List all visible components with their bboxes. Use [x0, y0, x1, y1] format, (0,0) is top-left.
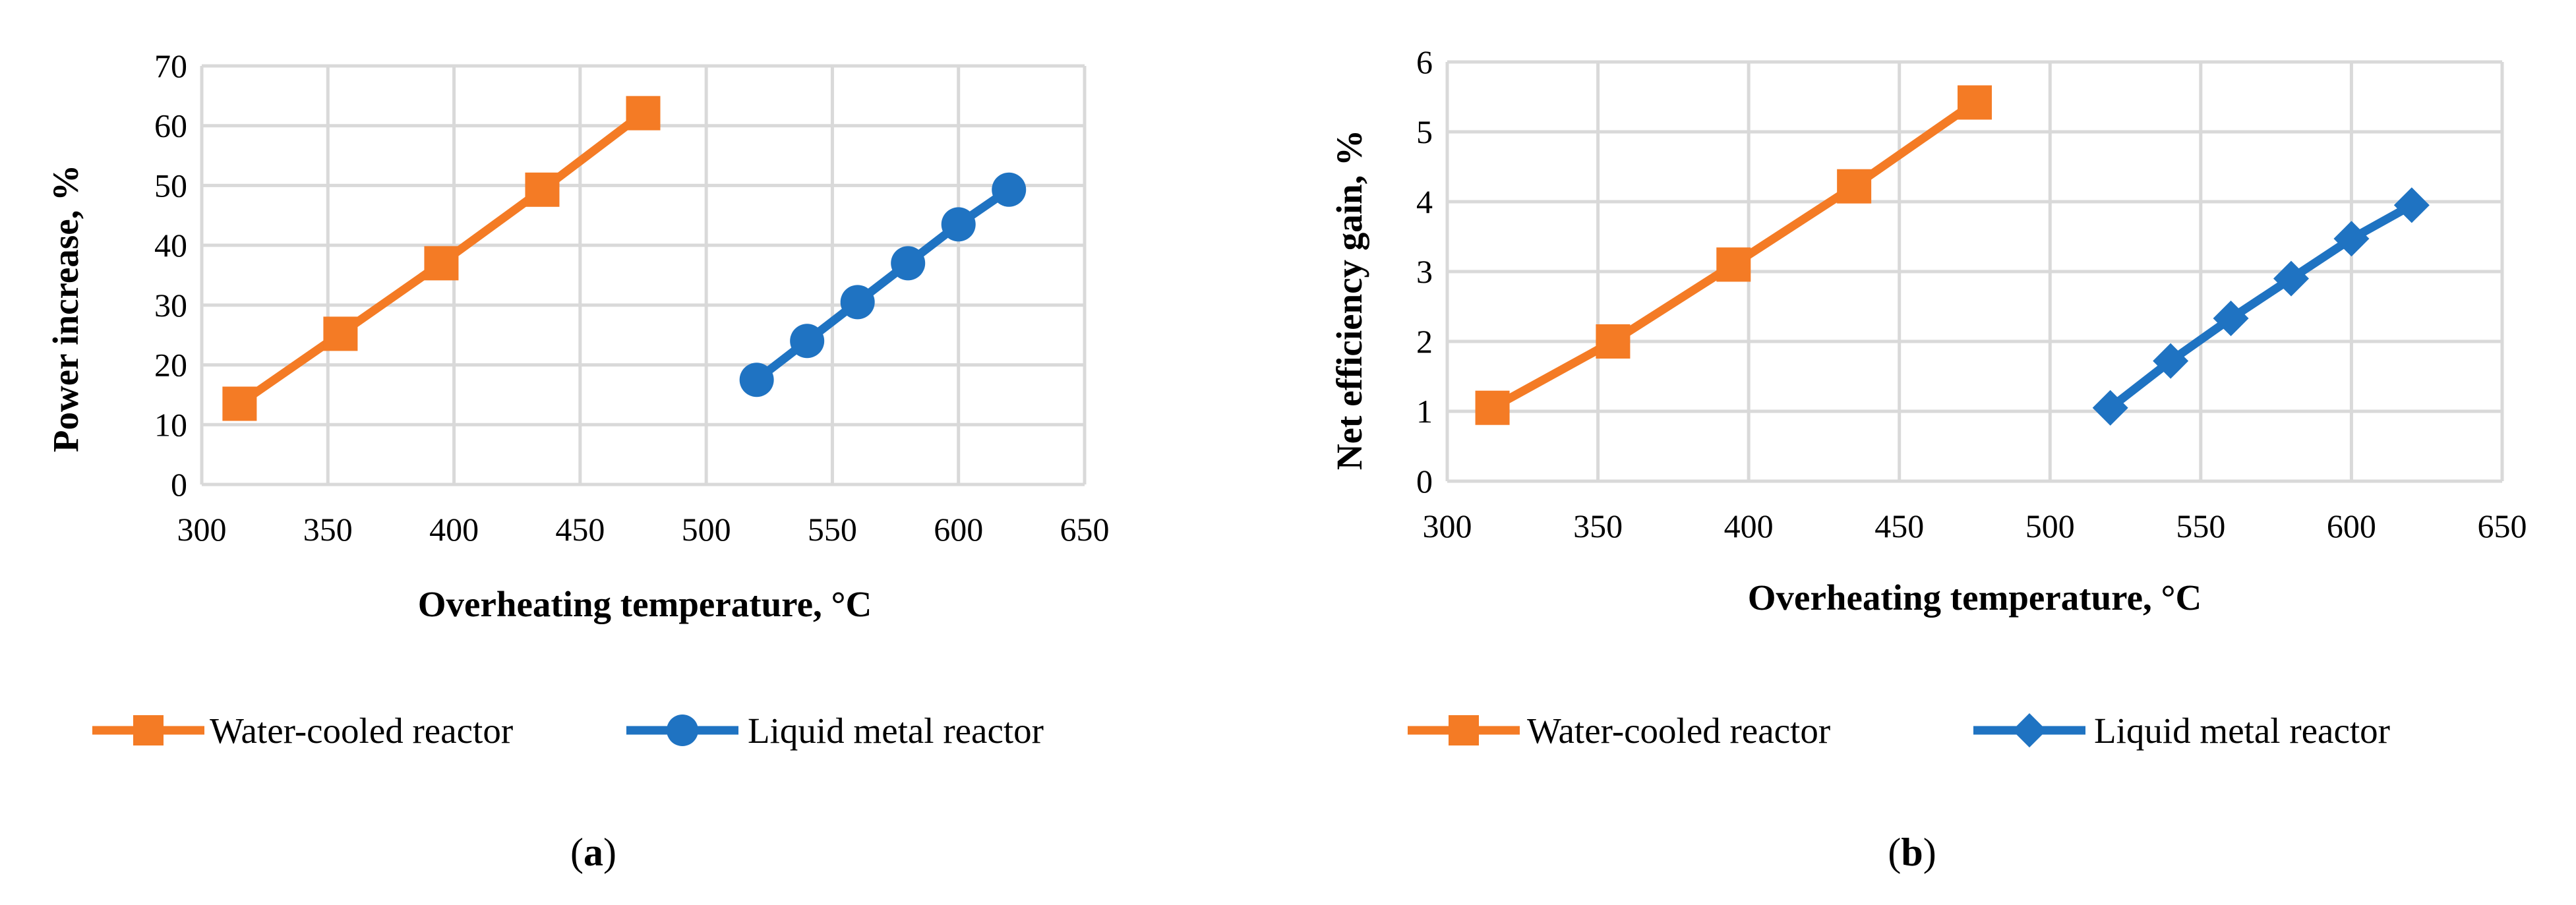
data-point-liquid-metal-reactor [840, 285, 875, 320]
x-axis-title: Overheating temperature, °C [1748, 577, 2202, 618]
y-tick-label: 70 [154, 47, 187, 84]
chart-panel-a: 300 350 400 450 500 550 600 650010203040506070 … [45, 47, 1110, 874]
data-point-water-cooled-reactor [525, 172, 560, 207]
x-tick-label: 350 [1573, 508, 1623, 544]
data-point-water-cooled-reactor [1475, 390, 1510, 425]
x-tick-label: 650 [2478, 508, 2527, 544]
y-tick-label: 1 [1416, 393, 1433, 430]
data-point-liquid-metal-reactor [941, 207, 976, 242]
x-tick-label: 650 [1060, 511, 1110, 548]
y-tick-label: 2 [1416, 323, 1433, 360]
legend-item-liquid-metal: Liquid metal reactor [1973, 711, 2390, 751]
data-point-water-cooled-reactor [1958, 85, 1992, 120]
x-tick-label: 600 [934, 511, 983, 548]
series-lines [1475, 85, 2430, 426]
panel-label-b: (b) [1888, 831, 1936, 874]
legend-label-liquid-metal: Liquid metal reactor [748, 711, 1044, 751]
y-tick-label: 3 [1416, 253, 1433, 290]
y-axis-title: Net efficiency gain, % [1329, 130, 1369, 470]
x-tick-label: 450 [555, 511, 605, 548]
y-tick-label: 0 [171, 466, 187, 503]
data-point-water-cooled-reactor [1596, 324, 1631, 359]
legend-item-water-cooled: Water-cooled reactor [92, 711, 513, 751]
y-tick-label: 10 [154, 406, 187, 443]
panel-label-a: (a) [570, 831, 616, 874]
y-tick-label: 40 [154, 227, 187, 264]
x-tick-label: 550 [2176, 508, 2225, 544]
series-lines [222, 96, 1027, 421]
x-tick-label: 350 [303, 511, 353, 548]
legend-label-liquid-metal: Liquid metal reactor [2094, 711, 2390, 751]
x-tick-label: 400 [1724, 508, 1774, 544]
chart-panel-b: 300 350 400 450 500 550 600 650 0 1 2 3 4 5 6 Net effi… [1329, 44, 2527, 874]
data-point-liquid-metal-reactor [739, 363, 774, 397]
x-tick-label: 600 [2327, 508, 2376, 544]
data-point-water-cooled-reactor [323, 316, 358, 351]
y-axis-title: Power increase, % [45, 165, 86, 452]
data-point-liquid-metal-reactor [992, 172, 1027, 207]
y-tick-label: 5 [1416, 113, 1433, 150]
x-tick-label: 550 [808, 511, 857, 548]
data-point-water-cooled-reactor [1716, 247, 1751, 282]
x-tick-label: 500 [2025, 508, 2075, 544]
data-point-liquid-metal-reactor [2213, 301, 2249, 337]
legend-item-water-cooled: Water-cooled reactor [1408, 711, 1830, 751]
data-point-water-cooled-reactor [222, 386, 257, 421]
y-tick-label: 50 [154, 167, 187, 204]
data-point-liquid-metal-reactor [2092, 390, 2128, 426]
x-axis-title: Overheating temperature, °C [418, 584, 872, 624]
series-line-liquid-metal-reactor [2106, 200, 2416, 413]
legend: Water-cooled reactor Liquid metal reacto… [1408, 711, 2390, 751]
legend-marker-diamond [2012, 713, 2047, 747]
data-point-liquid-metal-reactor [2333, 221, 2370, 257]
legend-marker-circle [667, 715, 698, 746]
y-tick-label: 6 [1416, 44, 1433, 80]
y-tick-label: 0 [1416, 463, 1433, 500]
data-point-water-cooled-reactor [424, 246, 459, 281]
data-point-water-cooled-reactor [1837, 169, 1872, 204]
legend-marker-square [133, 715, 164, 745]
x-tick-label: 450 [1874, 508, 1924, 544]
y-tick-label: 60 [154, 107, 187, 144]
legend: Water-cooled reactor Liquid metal reacto… [92, 711, 1044, 751]
legend-marker-square [1449, 715, 1479, 745]
x-tick-label: 500 [682, 511, 731, 548]
x-tick-label: 300 [1423, 508, 1472, 544]
grid [1445, 60, 2504, 483]
y-tick-label: 4 [1416, 183, 1433, 220]
data-point-liquid-metal-reactor [2153, 343, 2189, 379]
data-point-liquid-metal-reactor [2273, 260, 2309, 297]
data-point-liquid-metal-reactor [790, 324, 825, 359]
legend-item-liquid-metal: Liquid metal reactor [626, 711, 1044, 751]
legend-label-water-cooled: Water-cooled reactor [210, 711, 513, 751]
tick-labels: 300 350 400 450 500 550 600 650 0 1 2 3 4 5 6 [1416, 44, 2527, 544]
tick-labels: 300 350 400 450 500 550 600 650 0 10 20 30 40 50 60 70 [154, 47, 1110, 548]
y-tick-label: 30 [154, 287, 187, 324]
data-point-liquid-metal-reactor [2393, 187, 2430, 223]
data-point-liquid-metal-reactor [891, 246, 926, 281]
legend-label-water-cooled: Water-cooled reactor [1527, 711, 1830, 751]
data-point-water-cooled-reactor [626, 96, 661, 131]
x-tick-label: 300 [177, 511, 227, 548]
x-tick-label: 400 [429, 511, 479, 548]
y-tick-label: 20 [154, 347, 187, 384]
